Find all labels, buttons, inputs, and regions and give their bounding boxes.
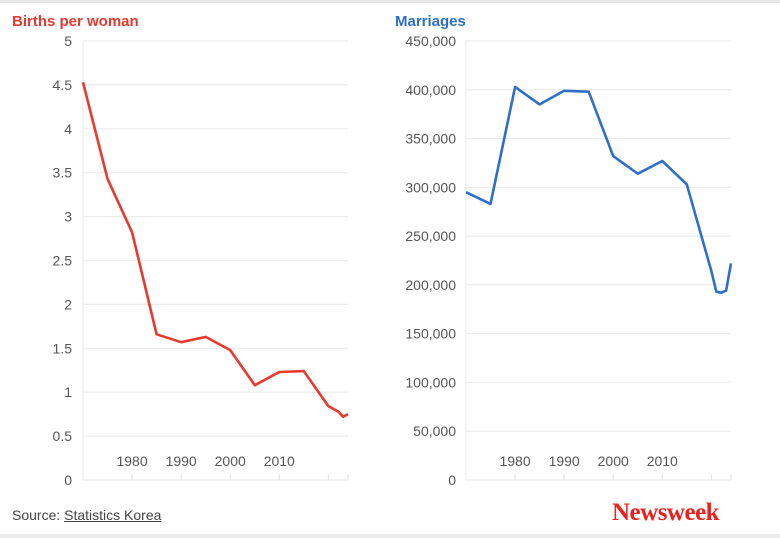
x-tick-label: 1990 <box>549 453 580 469</box>
bottom-border <box>0 534 780 538</box>
y-tick-label: 250,000 <box>405 228 456 244</box>
newsweek-logo: Newsweek <box>612 499 720 526</box>
y-tick-label: 4.5 <box>53 77 73 93</box>
x-tick-label: 2010 <box>647 453 678 469</box>
chart-0: Births per woman 0 0.5 1 1.5 2 2.5 3 3.5 4 4.5 5 198… <box>12 13 349 488</box>
source-link[interactable]: Statistics Korea <box>64 507 162 523</box>
y-tick-label: 300,000 <box>405 179 456 195</box>
y-tick-label: 1.5 <box>53 340 73 356</box>
y-tick-label: 200,000 <box>405 277 456 293</box>
y-tick-label: 5 <box>64 33 72 49</box>
y-tick-label: 3 <box>64 209 72 225</box>
chart-1: Marriages 0 50,000 100,000 150,000 200,000 250… <box>395 13 733 488</box>
source-note: Source: Statistics Korea <box>12 507 161 523</box>
series-line <box>81 81 349 419</box>
x-tick-label: 1980 <box>116 453 147 469</box>
y-tick-label: 3.5 <box>53 165 73 181</box>
y-tick-label: 150,000 <box>405 326 456 342</box>
source-label: Source: <box>12 507 61 523</box>
x-tick-label: 1990 <box>166 453 197 469</box>
top-border <box>0 0 780 3</box>
y-tick-label: 1 <box>64 384 72 400</box>
x-tick-label: 2010 <box>264 453 295 469</box>
chart-title: Births per woman <box>12 13 139 30</box>
y-tick-label: 400,000 <box>405 82 456 98</box>
y-tick-label: 450,000 <box>405 33 456 49</box>
y-tick-label: 0 <box>64 472 72 488</box>
x-tick-label: 1980 <box>499 453 530 469</box>
y-tick-label: 0 <box>448 472 456 488</box>
y-tick-label: 50,000 <box>413 423 456 439</box>
series-line <box>465 85 733 295</box>
x-tick-label: 2000 <box>598 453 629 469</box>
chart-title: Marriages <box>395 13 466 30</box>
x-tick-label: 2000 <box>215 453 246 469</box>
y-tick-label: 4 <box>64 121 72 137</box>
y-tick-label: 100,000 <box>405 374 456 390</box>
y-tick-label: 2 <box>64 296 72 312</box>
y-tick-label: 0.5 <box>53 428 73 444</box>
y-tick-label: 2.5 <box>53 253 73 269</box>
y-tick-label: 350,000 <box>405 131 456 147</box>
